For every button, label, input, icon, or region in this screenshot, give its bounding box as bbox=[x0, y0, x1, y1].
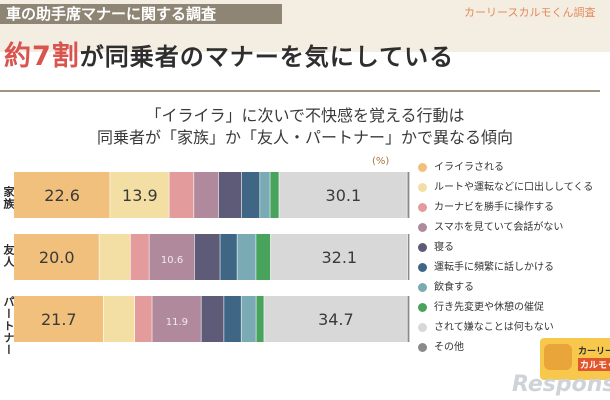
headline-underline bbox=[0, 90, 600, 92]
bar-segment bbox=[407, 234, 410, 280]
legend-label: ルートや運転などに口出ししてくる bbox=[434, 182, 594, 193]
legend-swatch bbox=[418, 263, 427, 272]
data-label: 11.9 bbox=[166, 317, 188, 328]
data-label: 21.7 bbox=[41, 310, 77, 329]
brand-label: カーリースカルモくん調査 bbox=[464, 6, 596, 19]
bar-segment bbox=[130, 234, 149, 280]
row-label: パートナー bbox=[2, 296, 15, 356]
bar-segment bbox=[241, 296, 256, 342]
row-label: 家族 bbox=[2, 186, 15, 210]
bar-segment bbox=[194, 172, 219, 218]
data-label: 13.9 bbox=[122, 186, 158, 205]
bar-segment bbox=[152, 296, 201, 342]
watermark: Respons bbox=[512, 372, 610, 397]
bar-segment bbox=[220, 234, 237, 280]
legend-swatch bbox=[418, 303, 427, 312]
legend-label: 飲食する bbox=[434, 282, 474, 293]
legend-label: イライラされる bbox=[434, 162, 504, 173]
bar-segment bbox=[218, 172, 242, 218]
data-label: 22.6 bbox=[44, 186, 80, 205]
legend-swatch bbox=[418, 243, 427, 252]
subtitle-line-1: 「イライラ」に次いで不快感を覚える行動は bbox=[145, 106, 465, 125]
legend-label: されて嫌なことは何もない bbox=[434, 322, 554, 333]
bar-segment bbox=[134, 296, 152, 342]
logo-text-line-2: カルモく bbox=[578, 358, 610, 371]
bar-segment bbox=[14, 234, 99, 280]
legend-label: 行き先変更や休憩の催促 bbox=[434, 302, 544, 313]
legend-swatch bbox=[418, 343, 427, 352]
bar-segment bbox=[270, 234, 408, 280]
bar-segment bbox=[201, 296, 224, 342]
legend-swatch bbox=[418, 163, 427, 172]
bar-segment bbox=[241, 172, 260, 218]
bar-segment bbox=[103, 296, 135, 342]
bar-segment bbox=[14, 296, 104, 342]
logo-text-line-1: カーリー bbox=[578, 347, 610, 357]
legend-swatch bbox=[418, 183, 427, 192]
bar-segment bbox=[279, 172, 407, 218]
car-mascot-icon bbox=[544, 344, 572, 370]
bar-segment bbox=[194, 234, 220, 280]
headline-text: が同乗者のマナーを気にしている bbox=[79, 43, 455, 71]
legend-label: カーナビを勝手に操作する bbox=[434, 202, 554, 213]
legend-swatch bbox=[418, 203, 427, 212]
unit-label: (%) bbox=[372, 156, 390, 167]
headline: 約7割が同乗者のマナーを気にしている bbox=[4, 34, 454, 73]
legend-swatch bbox=[418, 223, 427, 232]
bar-segment bbox=[224, 296, 241, 342]
bar-segment bbox=[264, 296, 407, 342]
row-label: 友人 bbox=[2, 244, 15, 268]
bar-segment bbox=[270, 172, 279, 218]
bar-segment bbox=[237, 234, 256, 280]
bar-segment bbox=[169, 172, 194, 218]
bar-segment bbox=[99, 234, 131, 280]
data-label: 20.0 bbox=[39, 248, 75, 267]
data-label: 10.6 bbox=[161, 255, 183, 266]
bar-segment bbox=[14, 172, 110, 218]
data-label: 34.7 bbox=[318, 310, 354, 329]
legend-label: 寝る bbox=[434, 242, 454, 253]
bar-segment bbox=[149, 234, 195, 280]
subtitle-line-2: 同乗者が「家族」か「友人・パートナー」かで異なる傾向 bbox=[96, 128, 513, 147]
bar-segment bbox=[256, 234, 271, 280]
bar-segment bbox=[260, 172, 270, 218]
data-label: 32.1 bbox=[321, 248, 357, 267]
legend-label: その他 bbox=[434, 342, 464, 353]
survey-title-tag: 車の助手席マナーに関する調査 bbox=[0, 4, 282, 24]
legend-swatch bbox=[418, 323, 427, 332]
data-label: 30.1 bbox=[326, 186, 362, 205]
legend-swatch bbox=[418, 283, 427, 292]
legend-label: スマホを見ていて会話がない bbox=[434, 222, 564, 233]
headline-percent: 約7割 bbox=[4, 41, 80, 72]
bar-segment bbox=[110, 172, 169, 218]
bar-segment bbox=[407, 172, 410, 218]
bar-segment bbox=[256, 296, 264, 342]
legend-label: 運転手に頻繁に話しかける bbox=[434, 262, 554, 273]
bar-segment bbox=[407, 296, 410, 342]
